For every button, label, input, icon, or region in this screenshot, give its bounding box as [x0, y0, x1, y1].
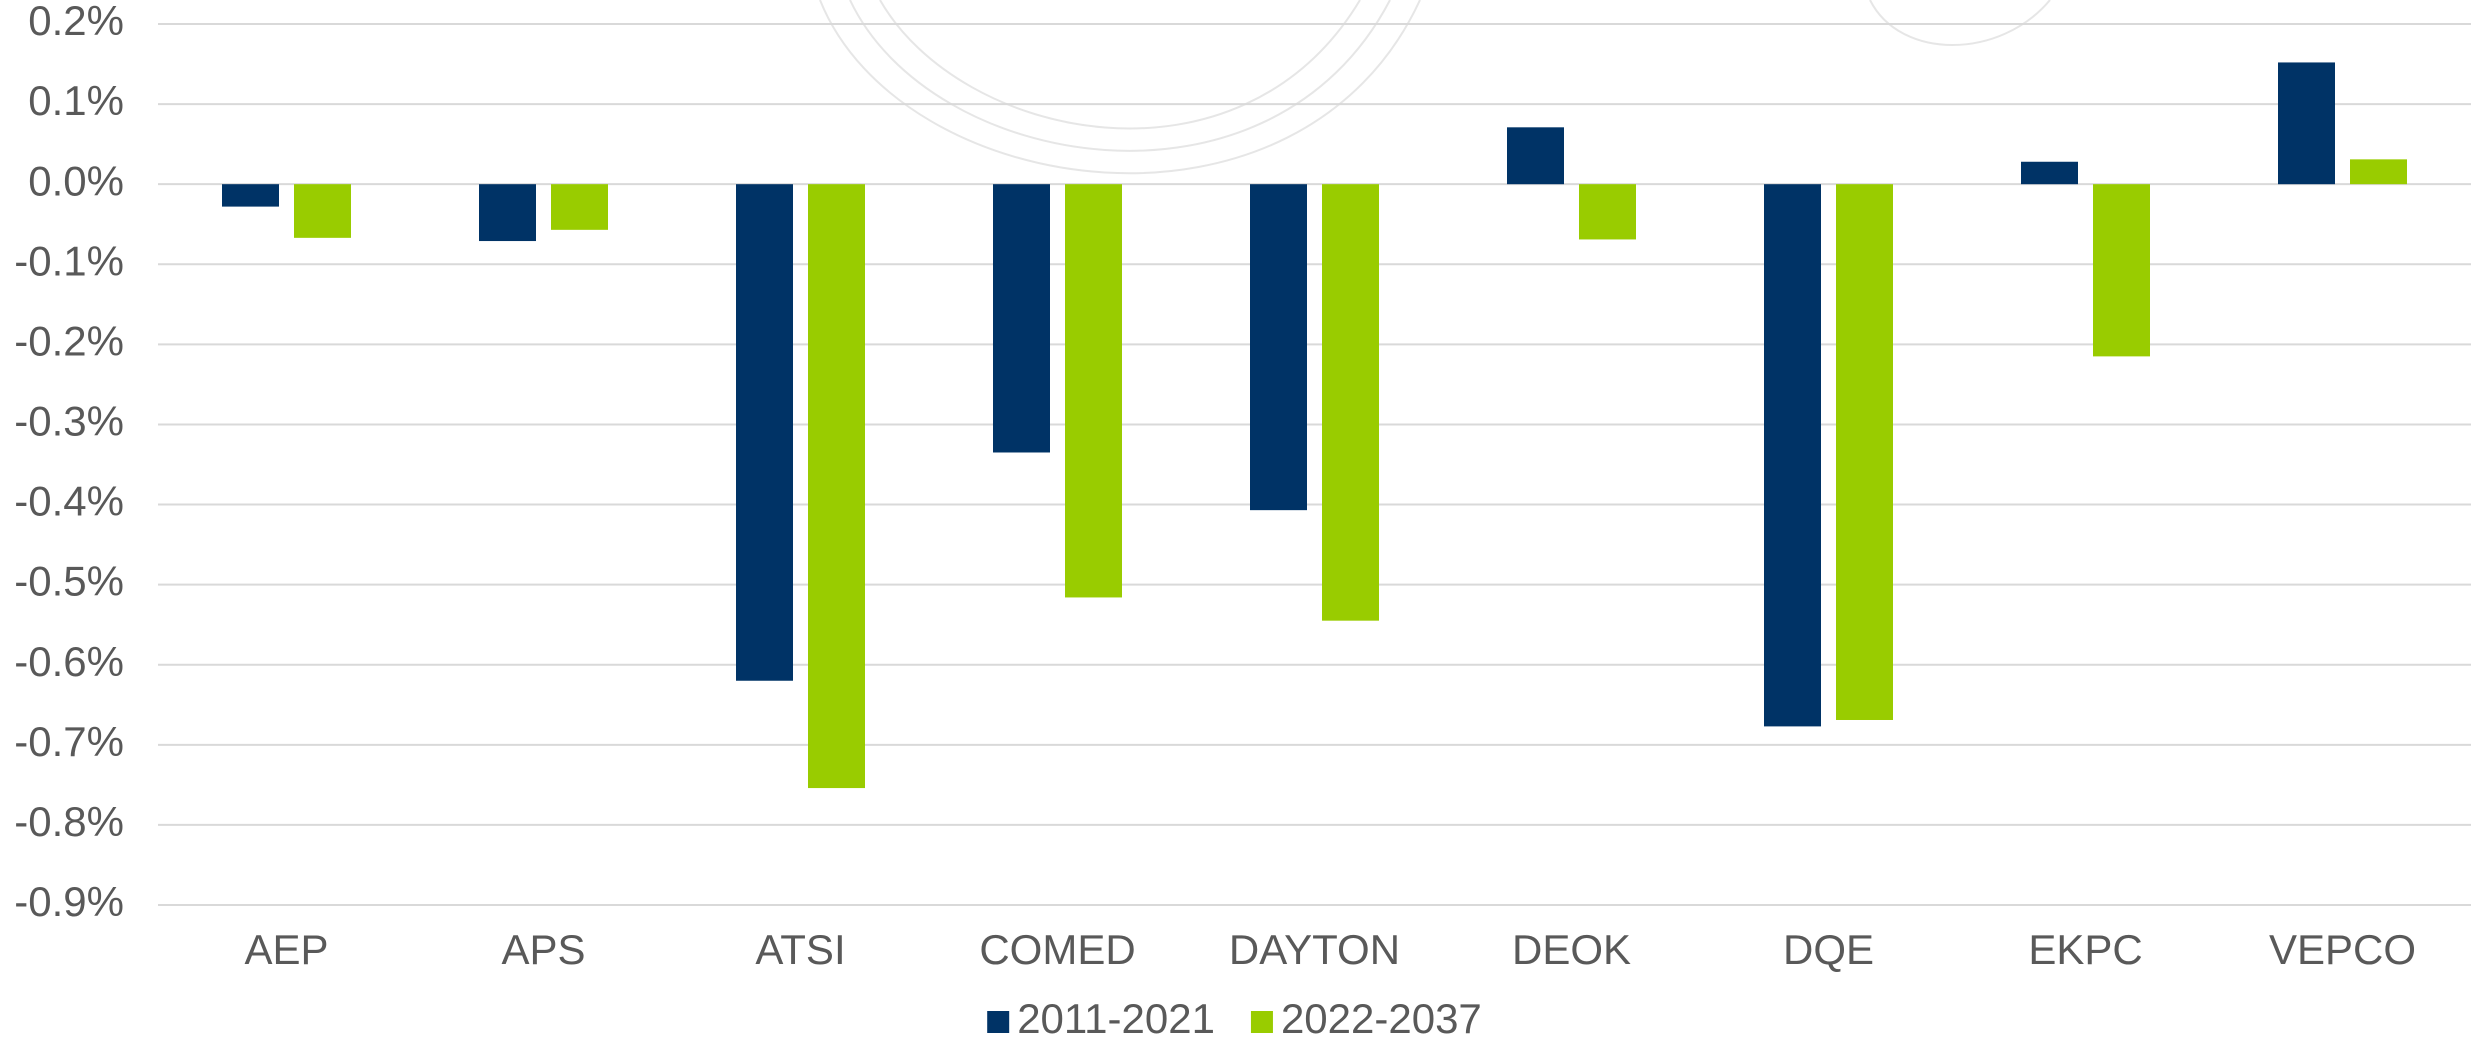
y-tick-label: -0.5%	[14, 558, 124, 605]
legend-swatch	[1250, 1011, 1273, 1033]
y-tick-label: 0.1%	[28, 77, 124, 124]
bar	[1507, 127, 1564, 185]
y-tick-label: -0.2%	[14, 317, 124, 364]
background-decoration	[819, 0, 2051, 175]
x-tick-label: EKPC	[2028, 926, 2142, 973]
y-tick-label: -0.6%	[14, 638, 124, 685]
x-tick-label: DQE	[1783, 926, 1874, 973]
x-tick-label: DEOK	[1512, 926, 1631, 973]
bar	[1836, 184, 1893, 720]
y-tick-label: -0.7%	[14, 718, 124, 765]
bar	[1764, 184, 1821, 727]
bar	[1579, 184, 1636, 240]
bar	[1065, 184, 1122, 598]
bar	[993, 184, 1050, 453]
x-tick-label: APS	[501, 926, 585, 973]
y-tick-label: 0.0%	[28, 157, 124, 204]
bar	[479, 184, 536, 242]
bar	[294, 184, 351, 238]
x-tick-label: AEP	[244, 926, 328, 973]
bar	[2093, 184, 2150, 357]
bar	[1322, 184, 1379, 621]
x-tick-label: VEPCO	[2269, 926, 2416, 973]
legend-label: 2011-2021	[1017, 995, 1215, 1042]
y-tick-label: -0.4%	[14, 478, 124, 525]
bar	[222, 184, 279, 207]
bar	[2021, 161, 2078, 185]
y-tick-label: -0.1%	[14, 237, 124, 284]
bar	[551, 184, 608, 230]
bar	[808, 184, 865, 789]
y-tick-label: -0.9%	[14, 878, 124, 925]
y-tick-label: 0.2%	[28, 0, 124, 44]
x-tick-label: ATSI	[755, 926, 845, 973]
bar	[2278, 62, 2335, 185]
bar	[736, 184, 793, 681]
x-tick-label: DAYTON	[1229, 926, 1400, 973]
bar	[1250, 184, 1307, 511]
legend-label: 2022-2037	[1281, 995, 1482, 1042]
bar	[2350, 159, 2407, 185]
y-tick-label: -0.3%	[14, 398, 124, 445]
y-tick-label: -0.8%	[14, 798, 124, 845]
x-tick-label: COMED	[979, 926, 1135, 973]
legend-swatch	[987, 1011, 1010, 1033]
